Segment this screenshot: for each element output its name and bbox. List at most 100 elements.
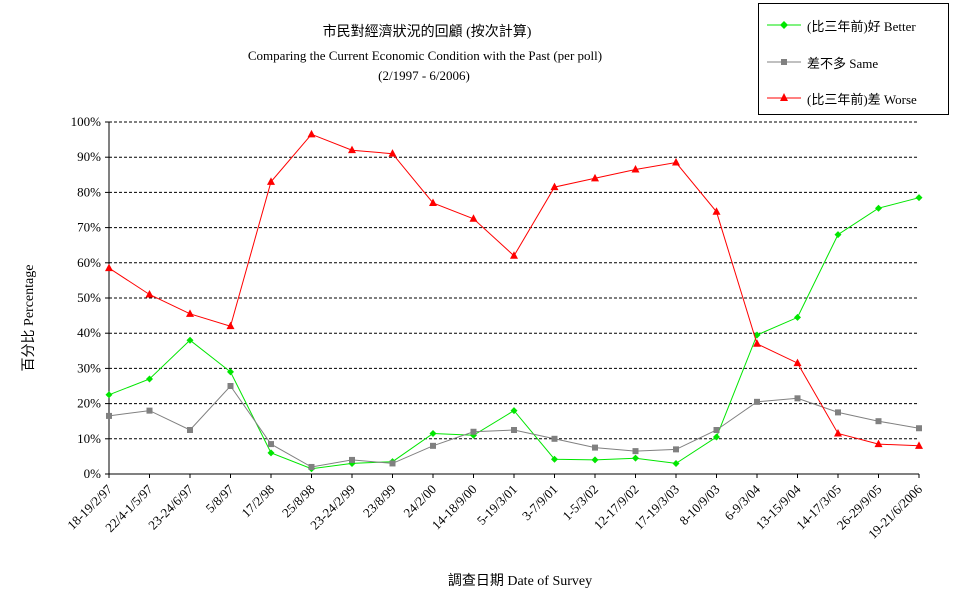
series-1 [106, 383, 922, 470]
x-tick-label: 25/8/98 [279, 482, 318, 521]
data-point [226, 321, 235, 330]
y-tick-label: 50% [77, 290, 101, 305]
y-tick-label: 40% [77, 325, 101, 340]
data-point [591, 456, 599, 464]
triangle-marker-icon [767, 93, 801, 101]
data-point [794, 313, 801, 321]
legend: (比三年前)好 Better 差不多 Same (比三年前)差 Worse [758, 3, 949, 115]
data-point [348, 145, 356, 154]
data-point [146, 407, 153, 414]
x-tick-label: 17/2/98 [238, 482, 277, 521]
y-tick-label: 30% [77, 360, 101, 375]
data-point [105, 263, 113, 272]
data-point [712, 207, 721, 215]
x-tick-label: 23-24/2/99 [307, 482, 358, 533]
data-point [753, 339, 761, 347]
x-tick-label: 24/2/00 [400, 482, 439, 521]
y-tick-label: 80% [77, 184, 101, 199]
data-point [550, 182, 559, 191]
y-tick-labels: 0% 10% 20% 30% 40% 50% 60% 70% 80% 90% 100% [71, 114, 102, 481]
data-point [227, 368, 234, 376]
legend-item-worse: (比三年前)差 Worse [767, 89, 917, 107]
chart-subtitle: Comparing the Current Economic Condition… [248, 48, 602, 63]
data-point [834, 231, 842, 239]
x-tick-label: 3-7/9/01 [519, 482, 561, 524]
data-point [146, 375, 153, 383]
data-point [187, 427, 193, 433]
data-point [511, 427, 517, 433]
legend-item-better: (比三年前)好 Better [767, 16, 916, 34]
legend-label-same: 差不多 Same [807, 55, 879, 71]
y-axis-label: 百分比 Percentage [21, 265, 37, 372]
chart-subtitle-date-range: (2/1997 - 6/2006) [378, 68, 470, 83]
data-point [430, 442, 436, 449]
data-point [307, 129, 316, 138]
data-point [186, 309, 194, 317]
legend-label-worse: (比三年前)差 Worse [807, 91, 917, 107]
data-point [469, 214, 478, 222]
data-point [510, 407, 518, 415]
legend-item-same: 差不多 Same [767, 53, 878, 71]
x-tick-label: 8-10/9/03 [676, 482, 722, 528]
y-tick-label: 20% [77, 396, 101, 411]
y-tick-label: 10% [77, 431, 101, 446]
data-point [875, 418, 882, 425]
data-point [267, 177, 275, 185]
legend-label-better: (比三年前)好 Better [807, 18, 916, 34]
data-point [186, 336, 194, 344]
data-point [145, 289, 154, 298]
data-point [308, 463, 315, 470]
data-point [592, 444, 598, 451]
axes [105, 121, 920, 478]
data-point [510, 251, 518, 259]
data-point [835, 409, 841, 416]
data-point [632, 448, 639, 455]
diamond-marker-icon [767, 21, 801, 29]
data-point [429, 430, 437, 438]
square-marker-icon [767, 59, 801, 65]
data-point [713, 433, 720, 441]
data-point [915, 441, 923, 449]
x-tick-label: 5-19/3/01 [474, 482, 520, 528]
grid-lines [109, 121, 919, 440]
data-point [794, 395, 801, 402]
data-point [591, 173, 599, 182]
data-point [551, 435, 558, 442]
y-tick-label: 100% [71, 114, 102, 129]
data-point [915, 194, 923, 202]
data-point [268, 441, 274, 448]
data-point [632, 454, 639, 462]
y-tick-label: 90% [77, 149, 101, 164]
x-tick-label: 17-19/3/03 [631, 482, 682, 533]
data-point [874, 439, 883, 448]
data-point [388, 149, 397, 157]
data-point [834, 429, 842, 437]
data-point [672, 157, 680, 166]
data-point [105, 391, 113, 399]
data-point [227, 383, 234, 389]
data-point [875, 204, 882, 212]
data-point [267, 449, 275, 457]
x-axis-label: 調查日期 Date of Survey [448, 573, 592, 589]
y-tick-label: 0% [84, 466, 102, 481]
x-tick-label: 23/8/99 [360, 482, 399, 521]
data-point [713, 427, 720, 433]
chart-title: 市民對經濟狀況的回顧 (按次計算) [323, 23, 532, 40]
y-tick-label: 70% [77, 220, 101, 235]
data-point [106, 412, 112, 419]
data-point [470, 428, 477, 435]
series-2 [105, 129, 923, 449]
y-tick-label: 60% [77, 255, 101, 270]
data-point [349, 456, 355, 463]
x-tick-label: 5/8/97 [203, 481, 237, 515]
data-point [389, 460, 396, 467]
data-point [754, 398, 760, 405]
data-point [551, 455, 558, 463]
series [105, 129, 923, 473]
x-tick-label: 23-24/6/97 [145, 481, 196, 532]
x-tick-label: 14-18/9/00 [429, 482, 480, 533]
data-point [429, 198, 437, 206]
data-point [916, 425, 922, 432]
